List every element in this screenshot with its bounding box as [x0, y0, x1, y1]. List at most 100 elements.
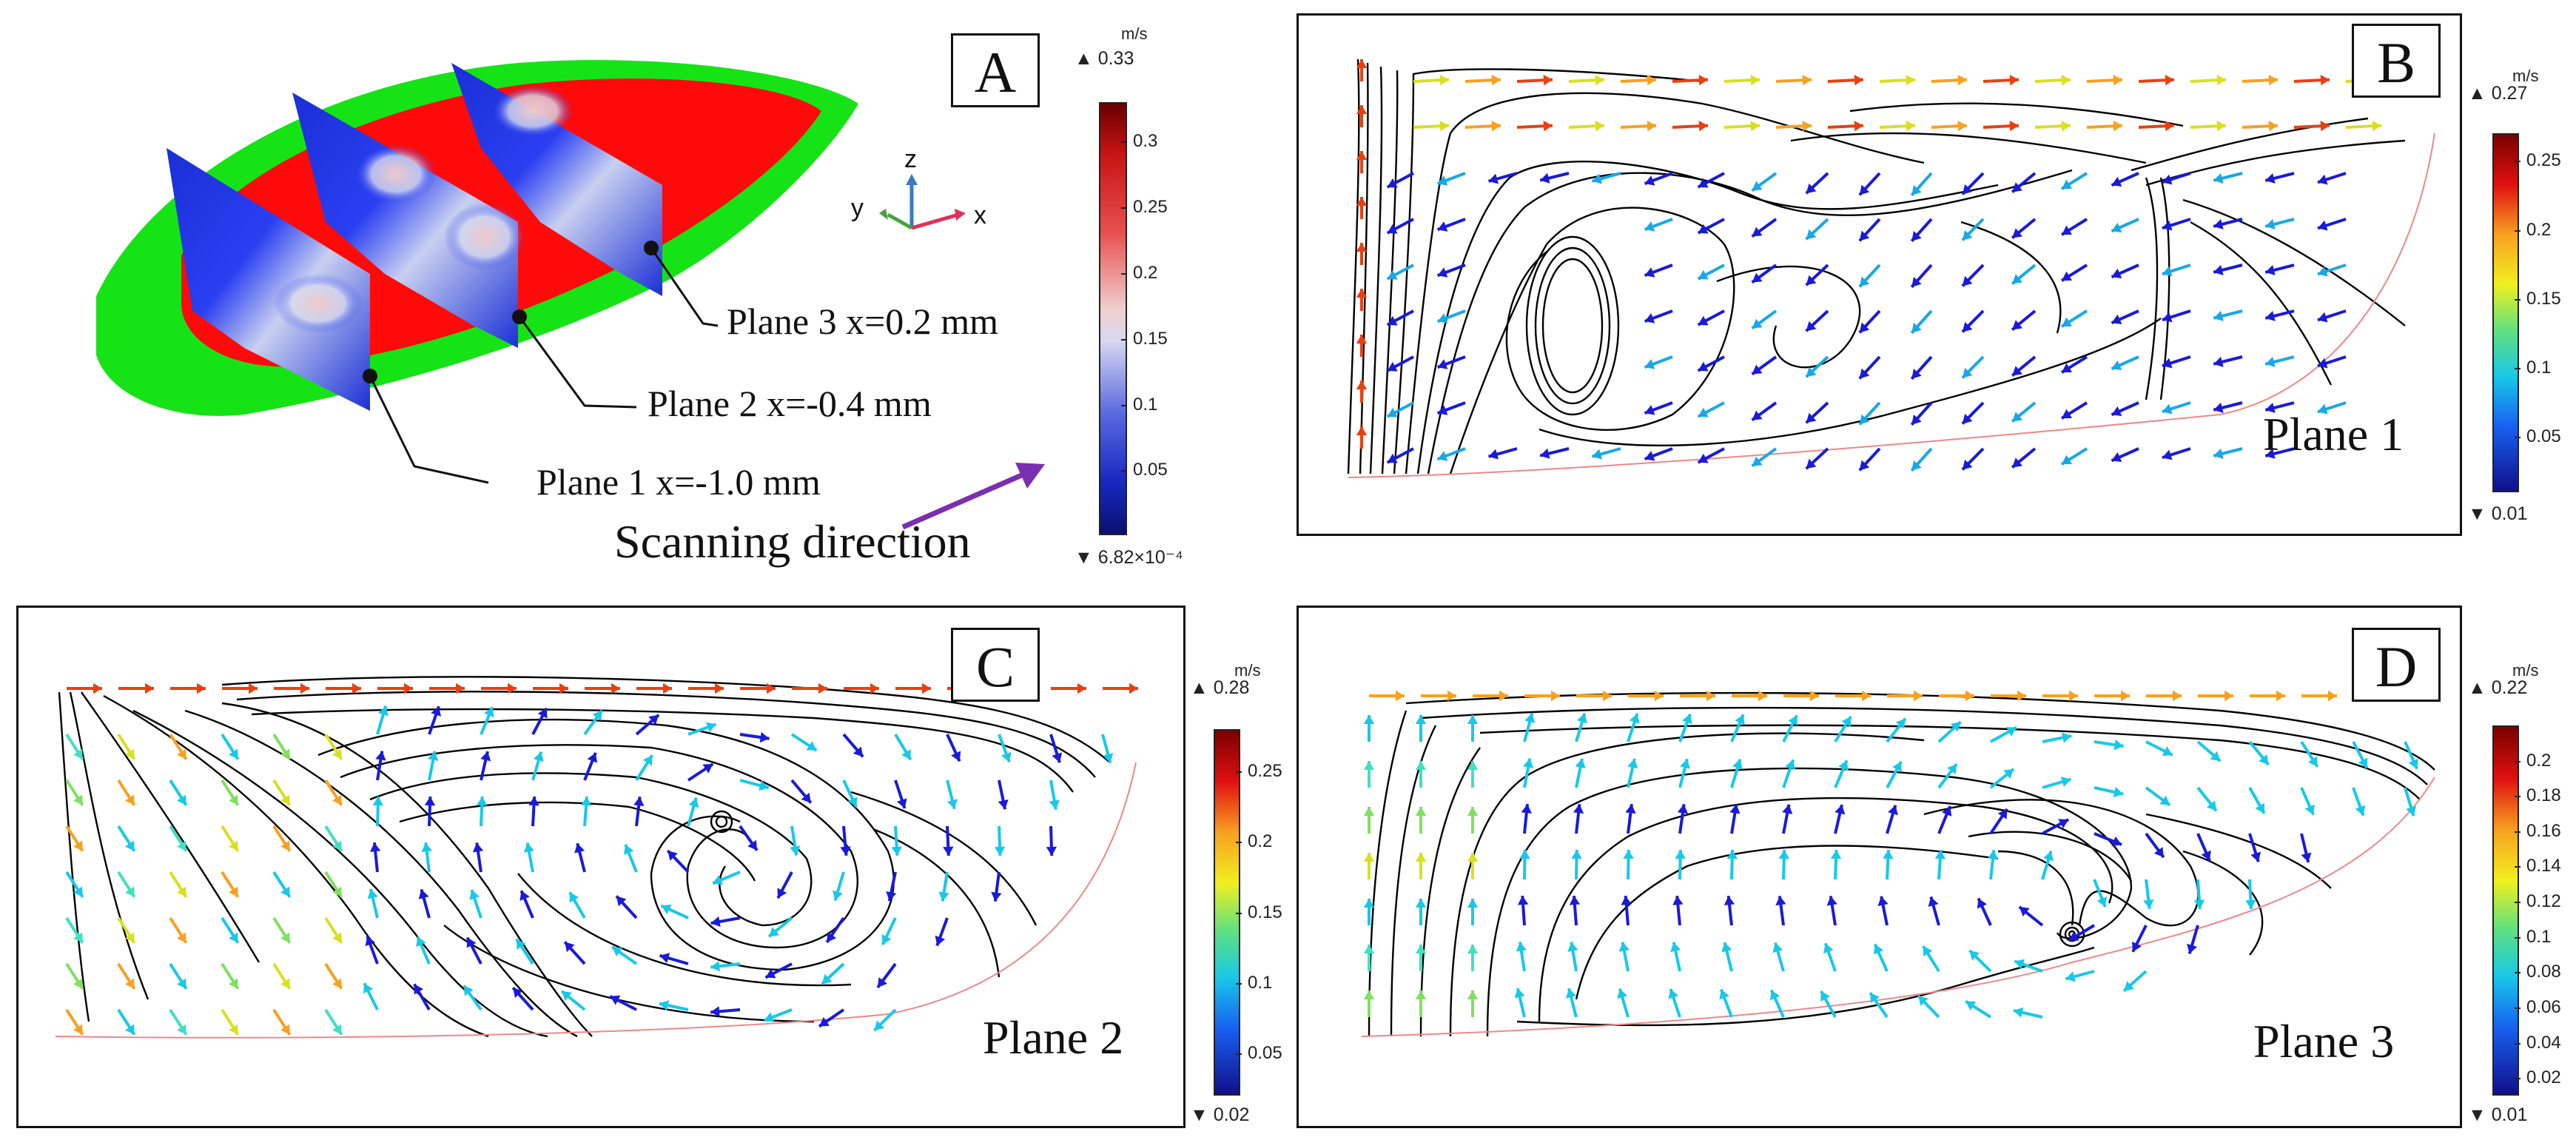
colorbar-tick-label: 0.12 — [2526, 891, 2561, 912]
velocity-arrowhead — [2245, 899, 2256, 909]
plane-2-annotation: Plane 2 x=-0.4 mm — [648, 383, 932, 424]
velocity-arrowhead — [1911, 185, 1922, 195]
velocity-arrowhead — [1644, 313, 1655, 323]
velocity-arrowhead — [466, 937, 477, 948]
velocity-arrowhead — [1488, 449, 1499, 460]
velocity-arrowhead — [1752, 364, 1763, 375]
velocity-arrowhead — [1788, 715, 1798, 726]
velocity-arrowhead — [1888, 805, 1898, 816]
velocity-arrowhead — [2265, 310, 2276, 321]
velocity-arrowhead — [1467, 715, 1479, 724]
velocity-arrowhead — [523, 842, 535, 853]
velocity-arrowhead — [2113, 74, 2122, 86]
velocity-arrowhead — [1947, 764, 1957, 775]
velocity-arrowhead — [2019, 907, 2030, 917]
velocity-arrowhead — [1775, 896, 1786, 906]
velocity-arrowhead — [1647, 74, 1656, 86]
velocity-arrowhead — [648, 714, 659, 725]
velocity-arrowhead — [2012, 274, 2022, 284]
velocity-arrowhead — [777, 888, 787, 899]
velocity-arrowhead — [365, 936, 376, 947]
colorbar-tick-mark — [2515, 229, 2520, 232]
velocity-arrowhead — [1706, 690, 1715, 702]
velocity-arrowhead — [2317, 220, 2328, 231]
colorbar-tick-mark — [1121, 272, 1127, 275]
velocity-arrowhead — [519, 891, 530, 902]
velocity-arrowhead — [280, 978, 290, 989]
velocity-arrowhead — [1962, 275, 1973, 286]
velocity-arrowhead — [759, 780, 769, 791]
velocity-arrowhead — [332, 794, 342, 805]
velocity-arrowhead — [2014, 1007, 2024, 1018]
velocity-arrowhead — [177, 978, 186, 989]
velocity-arrowhead — [1387, 407, 1398, 418]
velocity-arrowhead — [372, 797, 384, 806]
colorbar-tick-label: 0.25 — [1248, 761, 1282, 782]
velocity-arrowhead — [891, 846, 902, 856]
colorbar-tick-label: 0.2 — [1248, 831, 1273, 852]
velocity-arrowhead — [1810, 690, 1819, 702]
velocity-arrowhead — [1802, 120, 1812, 132]
velocity-arrowhead — [1752, 272, 1763, 283]
velocity-arrowhead — [2259, 754, 2269, 765]
velocity-arrowhead — [125, 1024, 135, 1035]
velocity-arrowhead — [2113, 740, 2124, 751]
velocity-arrowhead — [2012, 228, 2022, 238]
velocity-arrowhead — [2124, 981, 2134, 991]
velocity-arrowhead — [1752, 227, 1763, 237]
velocity-arrowhead — [1682, 714, 1692, 725]
velocity-arrowhead — [375, 751, 386, 761]
colorbar-tick-mark — [2515, 161, 2520, 163]
velocity-arrowhead — [1862, 690, 1871, 702]
colorbar-tick-label: 0.3 — [1133, 131, 1158, 152]
velocity-arrowhead — [2061, 74, 2071, 86]
velocity-arrowhead — [229, 978, 238, 989]
velocity-arrowhead — [2062, 225, 2073, 235]
velocity-arrowhead — [1895, 718, 1906, 729]
velocity-arrowhead — [1046, 846, 1057, 856]
velocity-arrowhead — [1467, 807, 1479, 816]
velocity-arrowhead — [1698, 269, 1709, 280]
velocity-arrowhead — [2162, 220, 2173, 231]
velocity-arrowhead — [1356, 380, 1368, 389]
velocity-arrowhead — [1987, 850, 1999, 859]
colorbar-d-max: ▲ 0.22 — [2468, 677, 2528, 698]
velocity-arrowhead — [2068, 931, 2079, 941]
velocity-arrowhead — [1519, 850, 1530, 859]
velocity-arrowhead — [1571, 850, 1582, 859]
velocity-arrowhead — [1522, 758, 1534, 768]
velocity-arrowhead — [2317, 266, 2328, 277]
colorbar-tick-label: 0.04 — [2526, 1032, 2561, 1053]
velocity-arrowhead — [1565, 988, 1576, 999]
velocity-arrowhead — [2265, 402, 2276, 413]
velocity-arrowhead — [998, 799, 1009, 810]
velocity-arrowhead — [1962, 321, 1973, 332]
velocity-arrowhead — [1467, 761, 1479, 770]
colorbar-tick-mark — [1121, 338, 1127, 341]
velocity-arrowhead — [1934, 850, 1946, 859]
velocity-arrowhead — [827, 931, 837, 942]
colorbar-tick-label: 0.1 — [2526, 358, 2552, 378]
velocity-arrowhead — [1491, 74, 1501, 86]
velocity-arrowhead — [2210, 751, 2221, 762]
colorbar-tick-label: 0.1 — [2526, 926, 2552, 947]
velocity-arrowhead — [2250, 851, 2261, 862]
panel-b-letter: B — [2352, 24, 2441, 98]
velocity-arrowhead — [710, 916, 721, 928]
velocity-arrowhead — [1962, 413, 1973, 424]
velocity-arrowhead — [2213, 264, 2224, 275]
velocity-arrowhead — [1726, 850, 1738, 859]
velocity-arrowhead — [1567, 942, 1578, 952]
velocity-arrowhead — [421, 842, 432, 853]
velocity-arrowhead — [1826, 896, 1837, 906]
plane-3-marker — [644, 241, 659, 255]
velocity-arrowhead — [416, 936, 426, 948]
velocity-arrowhead — [125, 932, 135, 943]
velocity-arrowhead — [1052, 752, 1063, 763]
velocity-arrowhead — [1618, 942, 1630, 952]
annotation-leaders — [369, 247, 719, 484]
velocity-arrowhead — [574, 843, 585, 854]
velocity-arrowhead — [1499, 690, 1508, 702]
velocity-arrowhead — [1521, 804, 1532, 814]
plane-2-slice — [292, 93, 518, 348]
